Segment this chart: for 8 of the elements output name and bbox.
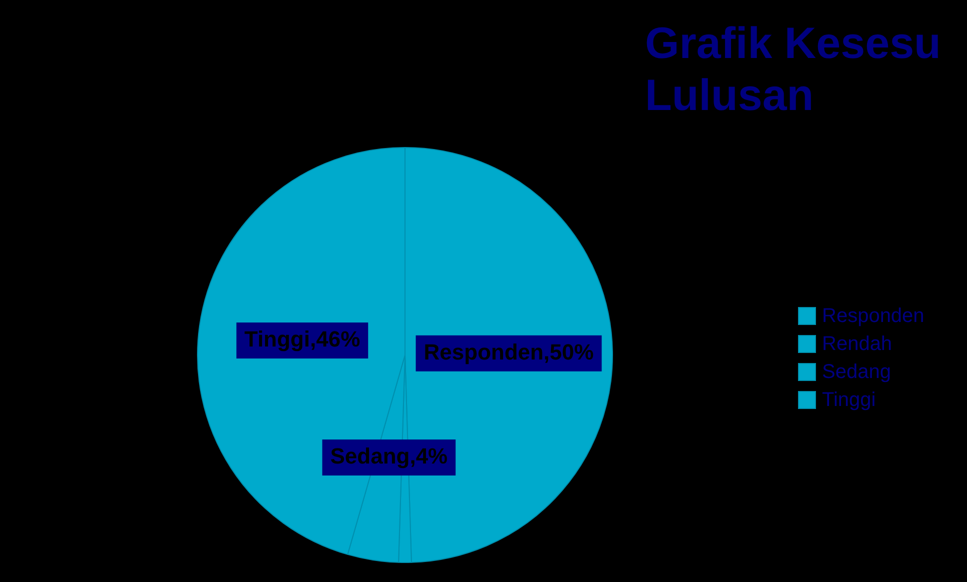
data-label: Tinggi,46% xyxy=(244,326,360,352)
data-label: Responden,50% xyxy=(424,339,594,364)
chart-title: Grafik Kesesu Lulusan xyxy=(645,18,942,122)
legend-label: Rendah xyxy=(822,332,892,356)
legend-label: Tinggi xyxy=(822,388,876,412)
legend-label: Sedang xyxy=(822,360,891,384)
legend-label: Responden xyxy=(822,304,924,328)
data-label: Sedang,4% xyxy=(330,444,448,469)
